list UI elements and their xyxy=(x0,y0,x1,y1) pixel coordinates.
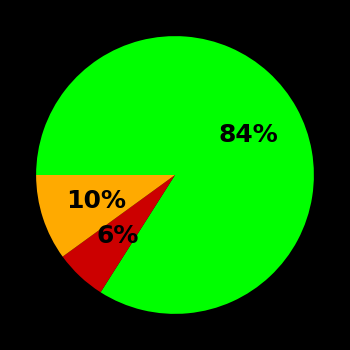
Text: 6%: 6% xyxy=(97,224,139,248)
Text: 84%: 84% xyxy=(218,123,278,147)
Text: 10%: 10% xyxy=(66,189,126,213)
Wedge shape xyxy=(36,175,175,257)
Wedge shape xyxy=(36,36,314,314)
Wedge shape xyxy=(63,175,175,292)
